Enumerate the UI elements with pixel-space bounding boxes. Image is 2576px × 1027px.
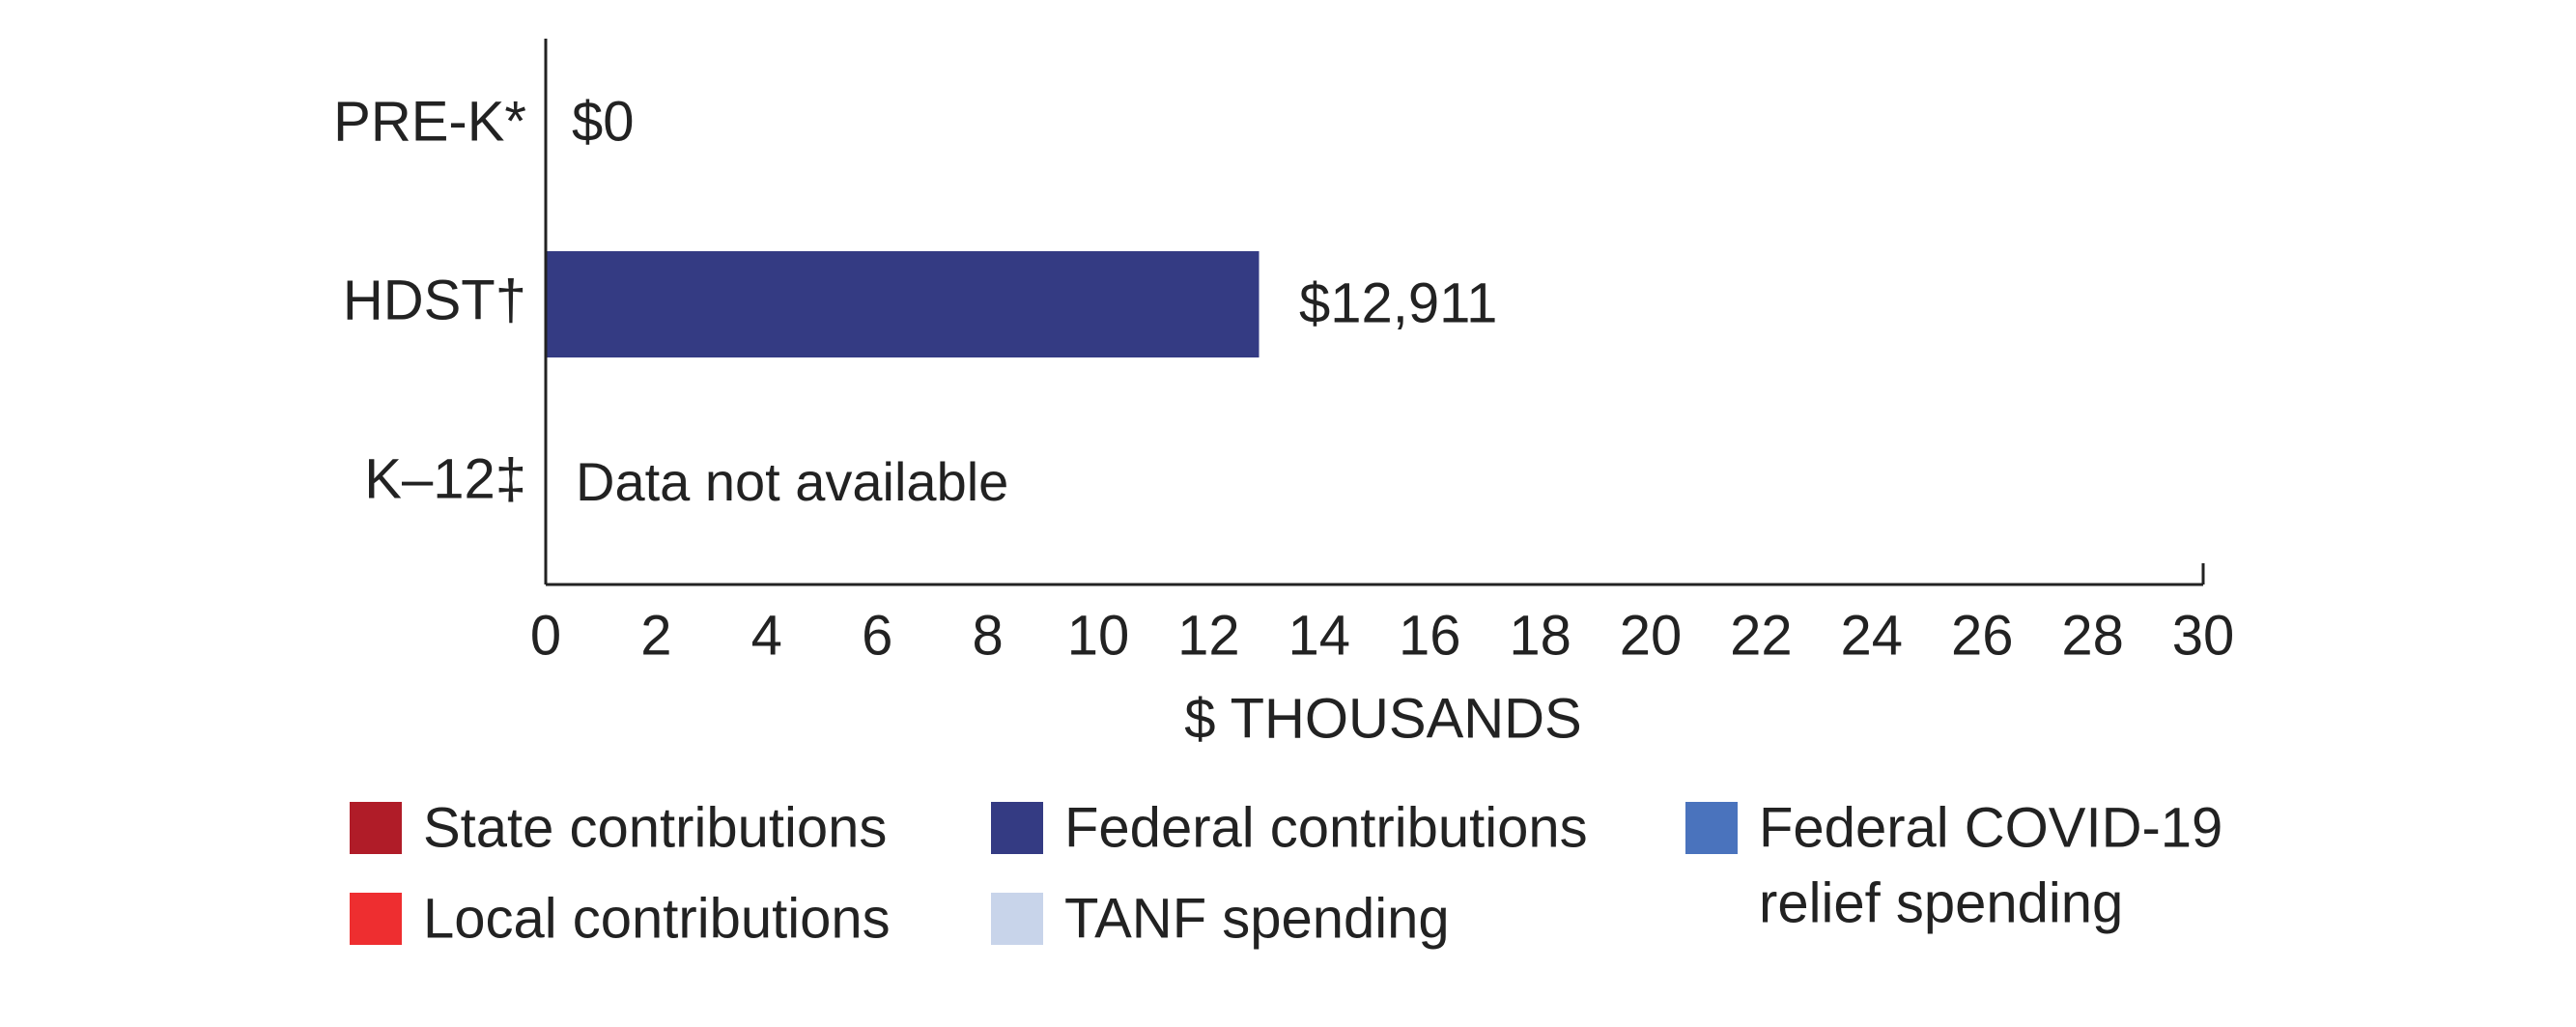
x-tick-label: 22 (1730, 604, 1793, 667)
bar-federal-contributions (547, 251, 1260, 357)
data-label-pre-k: $0 (572, 90, 635, 153)
category-label-pre-k: PRE-K* (333, 90, 526, 153)
legend-swatch (991, 802, 1043, 854)
x-tick-label: 4 (751, 604, 782, 667)
x-axis-title: $ THOUSANDS (1184, 687, 1581, 750)
legend-item: Federal COVID-19 relief spending (1685, 796, 2222, 934)
x-tick-label: 14 (1288, 604, 1351, 667)
legend-label: relief spending (1759, 871, 2123, 934)
legend-swatch (350, 893, 402, 945)
legend-swatch (350, 802, 402, 854)
x-tick-label: 16 (1399, 604, 1461, 667)
chart-plot-area: PRE-K* HDST† K–12‡ $0 $12,911 Data not a… (333, 39, 2205, 586)
legend-item: Federal contributions (991, 796, 1588, 859)
x-tick-label: 24 (1841, 604, 1904, 667)
legend-label: TANF spending (1064, 887, 1450, 950)
x-tick-labels: 0 2 4 6 8 10 12 14 16 18 20 22 24 26 28 30 (530, 604, 2234, 667)
x-tick-label: 0 (530, 604, 561, 667)
x-tick-label: 12 (1177, 604, 1240, 667)
x-tick-label: 28 (2061, 604, 2124, 667)
x-tick-label: 8 (972, 604, 1003, 667)
x-tick-label: 26 (1951, 604, 2014, 667)
legend-swatch (1685, 802, 1738, 854)
x-tick-label: 6 (862, 604, 892, 667)
legend-swatch (991, 893, 1043, 945)
legend-label: Federal contributions (1064, 796, 1588, 859)
legend-label: Federal COVID-19 (1759, 796, 2222, 859)
x-tick-label: 20 (1620, 604, 1683, 667)
legend-label: State contributions (423, 796, 887, 859)
x-tick-label: 2 (640, 604, 671, 667)
data-label-hdst: $12,911 (1299, 271, 1497, 334)
legend: State contributions Federal contributions… (350, 796, 2222, 950)
category-label-k-12: K–12‡ (364, 447, 526, 510)
x-tick-label: 10 (1067, 604, 1130, 667)
legend-label: Local contributions (423, 887, 891, 950)
legend-item: State contributions (350, 796, 887, 859)
bars-layer (547, 251, 1260, 357)
legend-item: TANF spending (991, 887, 1450, 950)
x-tick-label: 18 (1509, 604, 1571, 667)
x-tick-label: 30 (2172, 604, 2235, 667)
legend-item: Local contributions (350, 887, 891, 950)
data-label-k-12: Data not available (576, 451, 1008, 512)
category-label-hdst: HDST† (343, 269, 526, 331)
